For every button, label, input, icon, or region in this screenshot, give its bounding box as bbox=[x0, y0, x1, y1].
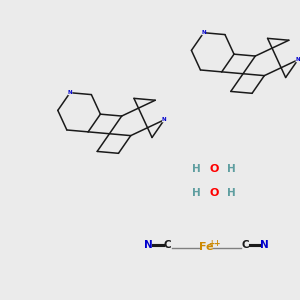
Text: H: H bbox=[227, 164, 236, 175]
Text: Fe: Fe bbox=[199, 242, 214, 253]
Text: N: N bbox=[144, 240, 153, 250]
Text: O: O bbox=[209, 164, 218, 175]
Text: N: N bbox=[260, 240, 268, 250]
Text: H: H bbox=[227, 188, 236, 199]
Text: C: C bbox=[164, 240, 172, 250]
Text: N: N bbox=[162, 117, 166, 122]
Text: ++: ++ bbox=[208, 239, 221, 248]
Text: H: H bbox=[192, 164, 200, 175]
Text: N: N bbox=[296, 57, 300, 62]
Text: C: C bbox=[241, 240, 249, 250]
Text: O: O bbox=[209, 188, 218, 199]
Text: N: N bbox=[201, 30, 206, 35]
Text: N: N bbox=[68, 90, 72, 95]
Text: H: H bbox=[192, 188, 200, 199]
